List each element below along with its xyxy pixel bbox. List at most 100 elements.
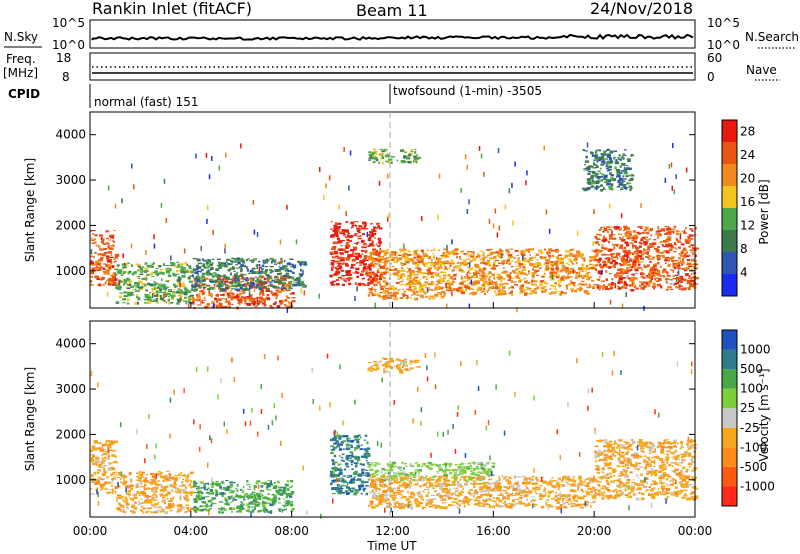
power-echo-cell [105, 264, 108, 267]
power-echo-cell [429, 250, 433, 252]
freq-left-tick-bottom: 8 [62, 70, 70, 84]
velocity-echo-cell [144, 484, 147, 486]
power-echo-cell [115, 273, 118, 276]
power-echo-cell [683, 230, 686, 233]
power-echo-cell [332, 280, 337, 282]
power-echo-cell [126, 278, 131, 282]
power-echo-cell [368, 276, 371, 279]
velocity-echo-cell [287, 494, 292, 497]
power-echo-cell [519, 289, 524, 292]
power-echo-cell [604, 180, 608, 183]
power-echo-cell [493, 263, 496, 266]
power-echo-cell [253, 300, 256, 304]
power-echo-cell [250, 259, 255, 261]
velocity-echo-cell [279, 493, 284, 496]
power-echo-cell [217, 274, 220, 277]
velocity-echo-cell [260, 489, 265, 492]
power-echo-cell [347, 276, 352, 280]
power-echo-cell [614, 150, 617, 153]
power-echo-cell [605, 270, 608, 273]
power-echo-cell [563, 269, 566, 272]
velocity-echo-cell [111, 454, 116, 457]
power-echo-cell [335, 268, 338, 270]
power-echo-cell [551, 254, 555, 258]
velocity-echo-cell [153, 493, 156, 496]
power-echo-cell [228, 276, 230, 279]
power-echo-cell [205, 272, 210, 274]
power-echo-cell [254, 276, 257, 278]
velocity-echo-cell [166, 506, 171, 510]
power-echo-cell [134, 290, 139, 292]
power-echo-cell [345, 242, 349, 245]
power-echo-cell [667, 256, 670, 259]
power-echo-cell [236, 271, 239, 275]
velocity-echo-cell [360, 484, 364, 488]
power-echo-cell [523, 251, 526, 253]
power-echo-cell [593, 284, 598, 286]
power-echo-cell [559, 293, 562, 296]
velocity-echo-cell [199, 509, 203, 511]
power-echo-cell [549, 275, 553, 279]
power-echo-cell [439, 258, 441, 262]
power-echo-cell [299, 268, 302, 272]
power-echo-cell [480, 153, 483, 159]
power-echo-cell [427, 257, 431, 260]
velocity-echo-cell [350, 446, 354, 448]
power-echo-cell [167, 270, 172, 272]
power-echo-cell [608, 273, 612, 275]
power-echo-cell [334, 225, 338, 227]
velocity-echo-cell [329, 482, 333, 486]
power-echo-cell [207, 205, 209, 210]
power-echo-cell [112, 244, 115, 247]
velocity-echo-cell [189, 507, 194, 511]
power-echo-cell [586, 166, 589, 169]
power-echo-cell [390, 285, 395, 288]
power-echo-cell [486, 249, 490, 251]
velocity-echo-cell [101, 466, 106, 469]
velocity-echo-cell [216, 483, 221, 485]
power-echo-cell [249, 296, 253, 300]
power-echo-cell [344, 229, 349, 232]
power-echo-cell [428, 297, 432, 300]
power-echo-cell [197, 283, 201, 286]
power-echo-cell [682, 287, 686, 290]
power-echo-cell [657, 231, 660, 233]
velocity-echo-cell [168, 500, 173, 503]
power-echo-cell [98, 245, 101, 248]
power-echo-cell [440, 278, 445, 281]
power-echo-cell [471, 288, 474, 290]
power-echo-cell [549, 272, 553, 274]
power-echo-cell [141, 284, 145, 286]
power-echo-cell [557, 279, 560, 283]
power-echo-cell [651, 257, 655, 260]
power-echo-cell [291, 276, 295, 280]
velocity-echo-cell [149, 481, 151, 484]
power-echo-cell [265, 278, 267, 280]
power-echo-cell [646, 283, 648, 286]
power-echo-cell [415, 264, 420, 267]
power-echo-cell [493, 261, 496, 264]
power-echo-cell [201, 265, 206, 267]
power-echo-cell [645, 275, 648, 277]
velocity-echo-cell [100, 487, 104, 490]
velocity-echo-cell [342, 440, 346, 443]
power-echo-cell [600, 158, 605, 160]
power-echo-cell [401, 274, 406, 277]
power-echo-cell [147, 274, 151, 276]
power-echo-cell [633, 252, 637, 254]
power-echo-cell [390, 269, 395, 271]
power-echo-cell [615, 169, 620, 172]
velocity-echo-cell [159, 495, 163, 497]
power-echo-cell [224, 248, 226, 254]
power-echo-cell [279, 239, 282, 245]
power-echo-cell [146, 301, 152, 304]
power-echo-cell [608, 288, 613, 290]
velocity-echo-cell [178, 489, 181, 493]
power-echo-cell [599, 157, 604, 160]
velocity-echo-cell [272, 486, 278, 489]
power-echo-cell [571, 290, 574, 293]
power-echo-cell [343, 147, 345, 152]
velocity-echo-cell [208, 492, 213, 495]
power-echo-cell [619, 272, 625, 275]
velocity-echo-cell [130, 510, 134, 512]
